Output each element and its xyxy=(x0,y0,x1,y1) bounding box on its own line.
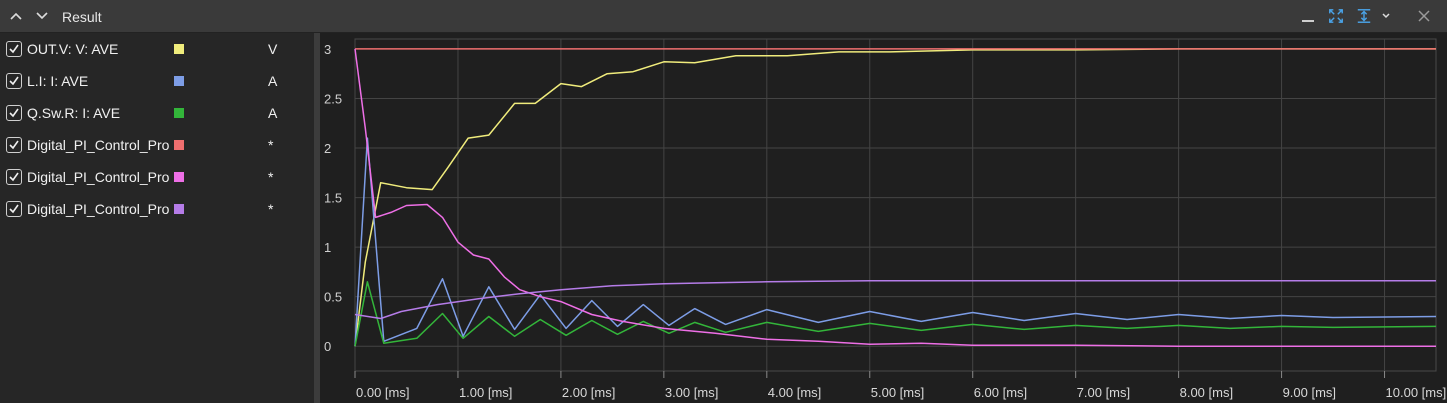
x-tick-label: 1.00 [ms] xyxy=(459,385,512,400)
dropdown-arrow-icon[interactable] xyxy=(1378,8,1394,24)
x-tick-label: 8.00 [ms] xyxy=(1180,385,1233,400)
x-tick-label: 2.00 [ms] xyxy=(562,385,615,400)
series-line-1 xyxy=(354,48,1436,347)
x-tick-label: 10.00 [ms] xyxy=(1386,385,1447,400)
series-checkbox[interactable] xyxy=(6,105,22,121)
legend-item: Q.Sw.R: I: AVE A xyxy=(6,103,306,125)
y-tick-label: 3 xyxy=(324,42,331,57)
legend-series-name: Digital_PI_Control_Process xyxy=(27,169,170,185)
panel-splitter[interactable] xyxy=(314,33,320,403)
legend-color-swatch xyxy=(174,76,184,86)
series-checkbox[interactable] xyxy=(6,41,22,57)
legend-color-swatch xyxy=(174,172,184,182)
legend-series-name: Digital_PI_Control_Process xyxy=(27,137,170,153)
fit-to-view-icon[interactable] xyxy=(1328,8,1344,24)
x-tick-label: 4.00 [ms] xyxy=(768,385,821,400)
legend-series-name: Digital_PI_Control_Process xyxy=(27,201,170,217)
x-tick-label: 9.00 [ms] xyxy=(1283,385,1336,400)
x-tick-label: 3.00 [ms] xyxy=(665,385,718,400)
legend-unit: * xyxy=(268,137,274,153)
legend-unit: A xyxy=(268,105,278,121)
y-tick-label: 0.5 xyxy=(324,290,342,305)
series-checkbox[interactable] xyxy=(6,73,22,89)
y-tick-label: 2.5 xyxy=(324,91,342,106)
legend-color-swatch xyxy=(174,204,184,214)
legend-unit: V xyxy=(268,41,278,57)
legend-panel: OUT.V: V: AVE V L.I: I: AVE A Q.Sw.R: I:… xyxy=(0,33,314,403)
series-checkbox[interactable] xyxy=(6,137,22,153)
series-line-5 xyxy=(354,48,1436,347)
legend-series-name: Q.Sw.R: I: AVE xyxy=(27,105,121,121)
legend-item: Digital_PI_Control_Process * xyxy=(6,167,306,189)
series-line-3 xyxy=(354,281,1437,347)
legend-color-swatch xyxy=(174,44,184,54)
legend-color-swatch xyxy=(174,140,184,150)
legend-unit: A xyxy=(268,73,278,89)
panel-title: Result xyxy=(62,9,102,25)
chevron-down-icon[interactable] xyxy=(34,8,50,24)
legend-item: Digital_PI_Control_Process * xyxy=(6,199,306,221)
waveform-chart[interactable]: 0 0.5 1 1.5 2 2.5 3 0.00 [ms] 1.00 [ms] 2.00 [ms]… xyxy=(320,33,1447,403)
panel-titlebar: Result xyxy=(0,0,1447,33)
legend-unit: * xyxy=(268,169,274,185)
x-tick-label: 7.00 [ms] xyxy=(1077,385,1130,400)
fit-vertical-icon[interactable] xyxy=(1356,8,1372,24)
y-tick-label: 1 xyxy=(324,240,331,255)
y-tick-label: 1.5 xyxy=(324,191,342,206)
chevron-up-icon[interactable] xyxy=(8,8,24,24)
legend-series-name: OUT.V: V: AVE xyxy=(27,41,119,57)
series-line-2 xyxy=(354,137,1437,347)
x-tick-label: 0.00 [ms] xyxy=(356,385,409,400)
legend-series-name: L.I: I: AVE xyxy=(27,73,89,89)
x-tick-label: 5.00 [ms] xyxy=(871,385,924,400)
series-line-6 xyxy=(354,280,1436,320)
y-tick-label: 2 xyxy=(324,141,331,156)
legend-color-swatch xyxy=(174,108,184,118)
series-checkbox[interactable] xyxy=(6,169,22,185)
minimize-icon[interactable] xyxy=(1300,8,1316,24)
legend-item: Digital_PI_Control_Process * xyxy=(6,135,306,157)
plot-frame xyxy=(354,38,1437,372)
series-checkbox[interactable] xyxy=(6,201,22,217)
x-tick-label: 6.00 [ms] xyxy=(974,385,1027,400)
plot-area[interactable]: 0 0.5 1 1.5 2 2.5 3 0.00 [ms] 1.00 [ms] 2.00 [ms]… xyxy=(320,33,1447,403)
close-icon[interactable] xyxy=(1416,8,1432,24)
legend-item: L.I: I: AVE A xyxy=(6,71,306,93)
legend-unit: * xyxy=(268,201,274,217)
legend-item: OUT.V: V: AVE V xyxy=(6,39,306,61)
y-tick-label: 0 xyxy=(324,339,331,354)
